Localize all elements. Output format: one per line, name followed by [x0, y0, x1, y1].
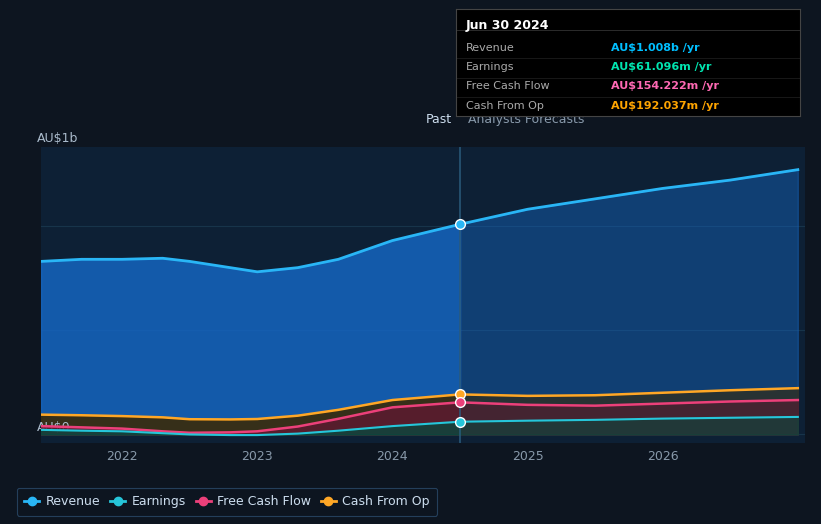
Text: Free Cash Flow: Free Cash Flow — [466, 81, 549, 91]
Text: Jun 30 2024: Jun 30 2024 — [466, 18, 549, 31]
Text: AU$154.222m /yr: AU$154.222m /yr — [611, 81, 719, 91]
Text: AU$0: AU$0 — [37, 421, 71, 434]
Text: Cash From Op: Cash From Op — [466, 101, 544, 111]
Text: Revenue: Revenue — [466, 42, 515, 52]
Text: Past: Past — [426, 113, 452, 126]
Text: AU$1.008b /yr: AU$1.008b /yr — [611, 42, 699, 52]
Text: Analysts Forecasts: Analysts Forecasts — [468, 113, 584, 126]
Text: Earnings: Earnings — [466, 62, 515, 72]
Text: AU$192.037m /yr: AU$192.037m /yr — [611, 101, 718, 111]
Legend: Revenue, Earnings, Free Cash Flow, Cash From Op: Revenue, Earnings, Free Cash Flow, Cash … — [16, 487, 437, 516]
Text: AU$1b: AU$1b — [37, 132, 79, 145]
Text: AU$61.096m /yr: AU$61.096m /yr — [611, 62, 711, 72]
